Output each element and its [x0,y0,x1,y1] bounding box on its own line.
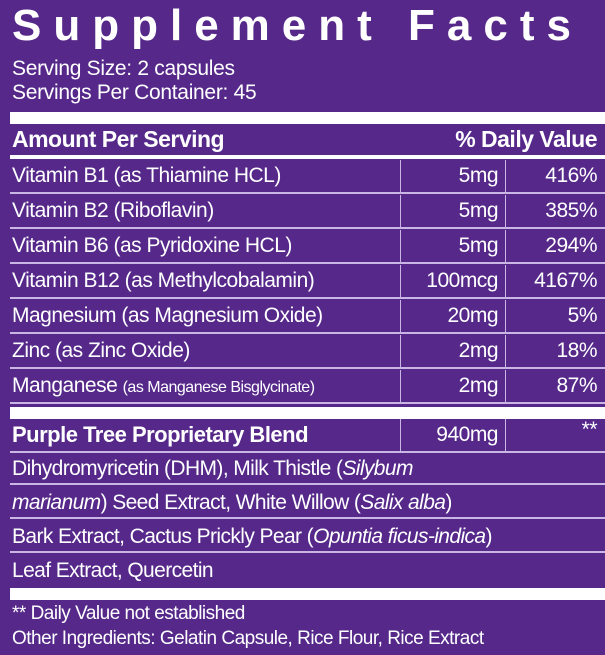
divider-thick [10,407,605,419]
name: Manganese [12,374,118,397]
divider [10,155,605,159]
nutrient-amount: 2mg [400,370,504,402]
nutrient-row: Vitamin B2 (Riboflavin) 5mg 385% [10,195,605,229]
divider-thick [10,588,605,600]
panel-title: Supplement Facts [12,1,583,50]
nutrient-dv: 4167% [505,265,605,297]
nutrient-name: Vitamin B2 (Riboflavin) [12,195,214,227]
nutrient-amount: 100mcg [400,265,504,297]
nutrient-dv: 5% [505,300,605,332]
name: Vitamin B6 (as Pyridoxine HCL) [12,234,292,257]
blend-name: Purple Tree Proprietary Blend [12,422,309,447]
nutrient-row: Vitamin B6 (as Pyridoxine HCL) 5mg 294% [10,230,605,264]
blend-ingredients-line: marianum) Seed Extract, White Willow (Sa… [10,487,605,519]
serving-size: Serving Size: 2 capsules [12,57,235,80]
amount-per-serving-label: Amount Per Serving [12,126,225,152]
nutrient-name: Zinc (as Zinc Oxide) [12,335,190,367]
name: Vitamin B12 (as Methylcobalamin) [12,269,315,292]
blend-ingredients-line: Leaf Extract, Quercetin [10,555,605,587]
text: Dihydromyricetin (DHM), Milk Thistle ( [12,457,343,480]
nutrient-amount: 20mg [400,300,504,332]
servings-per-container: Servings Per Container: 45 [12,81,257,104]
nutrient-row: Zinc (as Zinc Oxide) 2mg 18% [10,335,605,369]
other-ingredients: Other Ingredients: Gelatin Capsule, Rice… [12,628,484,649]
nutrient-amount: 5mg [400,195,504,227]
table-header: Amount Per Serving % Daily Value [12,124,597,154]
latin-name: Opuntia ficus-indica [313,525,486,548]
name-detail: (as Manganese Bisglycinate) [122,379,315,396]
text: Bark Extract, Cactus Prickly Pear ( [12,525,314,548]
nutrient-amount: 5mg [400,160,504,192]
text: Leaf Extract, Quercetin [12,559,214,582]
daily-value-label: % Daily Value [455,126,597,152]
nutrient-dv: 294% [505,230,605,262]
blend-row: Purple Tree Proprietary Blend 940mg ** [10,419,605,453]
nutrient-dv: 416% [505,160,605,192]
blend-ingredients-line: Bark Extract, Cactus Prickly Pear (Opunt… [10,521,605,553]
footnote: ** Daily Value not established [12,603,245,624]
name: Vitamin B2 (Riboflavin) [12,199,214,222]
nutrient-amount: 5mg [400,230,504,262]
nutrient-name: Magnesium (as Magnesium Oxide) [12,300,323,332]
blend-amount: 940mg [400,419,504,451]
blend-dv: ** [505,419,605,451]
nutrient-row: Vitamin B12 (as Methylcobalamin) 100mcg 41… [10,265,605,299]
latin-name: Salix alba [360,491,446,514]
nutrient-dv: 18% [505,335,605,367]
name: Vitamin B1 (as Thiamine HCL) [12,164,281,187]
divider-thick [10,112,605,124]
nutrient-row: Magnesium (as Magnesium Oxide) 20mg 5% [10,300,605,334]
nutrient-amount: 2mg [400,335,504,367]
nutrient-row: Vitamin B1 (as Thiamine HCL) 5mg 416% [10,160,605,194]
nutrient-name: Manganese (as Manganese Bisglycinate) [12,370,315,404]
latin-name: marianum [12,491,101,514]
nutrient-name: Vitamin B12 (as Methylcobalamin) [12,265,315,297]
nutrient-name: Vitamin B6 (as Pyridoxine HCL) [12,230,292,262]
nutrient-dv: 385% [505,195,605,227]
nutrient-row: Manganese (as Manganese Bisglycinate) 2mg… [10,370,605,404]
nutrient-name: Vitamin B1 (as Thiamine HCL) [12,160,281,192]
name: Zinc (as Zinc Oxide) [12,339,190,362]
nutrient-dv: 87% [505,370,605,402]
latin-name: Silybum [342,457,413,480]
name: Magnesium (as Magnesium Oxide) [12,304,323,327]
blend-ingredients-line: Dihydromyricetin (DHM), Milk Thistle (Si… [10,453,605,485]
text: ) [445,491,452,514]
text: ) [485,525,493,548]
text: ) Seed Extract, White Willow ( [100,491,361,514]
